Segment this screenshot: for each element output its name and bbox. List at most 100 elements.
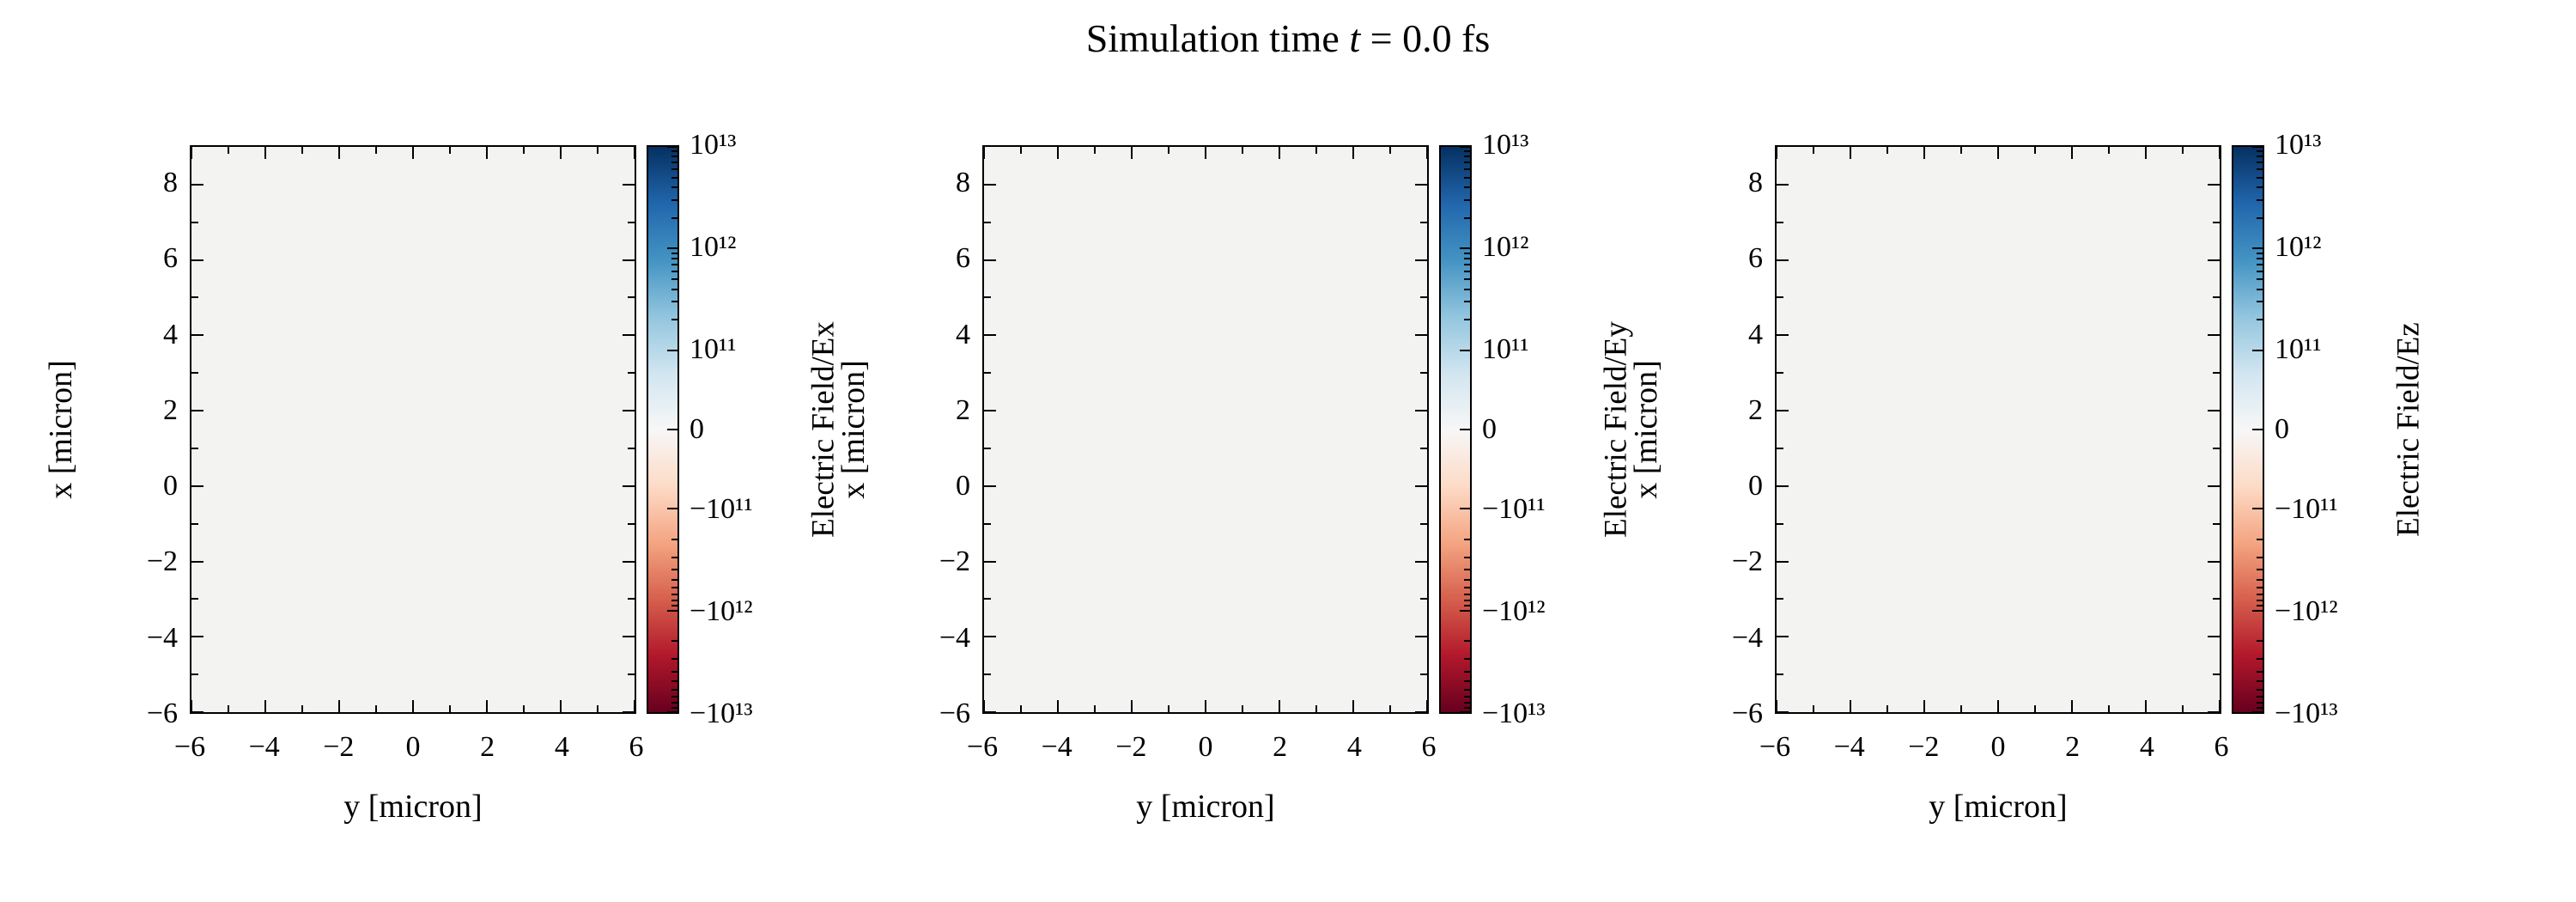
colorbar-minor-tick <box>1464 155 1470 158</box>
y-tick-label: 2 <box>1748 393 1763 426</box>
colorbar-minor-tick <box>671 538 677 540</box>
y-minor-tick <box>2213 296 2220 299</box>
x-major-tick <box>559 147 562 159</box>
colorbar-minor-tick <box>1464 270 1470 272</box>
x-minor-tick <box>1094 147 1096 154</box>
y-minor-tick <box>2213 221 2220 223</box>
y-major-tick <box>1415 636 1427 638</box>
y-tick-label: 8 <box>163 167 178 199</box>
y-tick-label: −4 <box>1731 621 1763 654</box>
x-axis-label: y [micron] <box>1929 789 2068 825</box>
x-tick-label: 2 <box>480 731 495 763</box>
x-major-tick <box>264 700 266 712</box>
x-tick-label: 2 <box>2065 731 2081 763</box>
y-minor-tick <box>1420 522 1427 525</box>
y-minor-tick <box>628 522 635 525</box>
colorbar-minor-tick <box>2257 198 2263 201</box>
colorbar-minor-tick <box>1464 278 1470 281</box>
colorbar-minor-tick <box>671 263 677 265</box>
colorbar-minor-tick <box>2257 150 2263 153</box>
y-minor-tick <box>984 372 991 375</box>
x-major-tick <box>1776 147 1777 159</box>
x-tick-label: 6 <box>1421 731 1437 763</box>
y-minor-tick <box>1777 221 1783 223</box>
y-major-tick <box>191 334 204 337</box>
y-major-tick <box>1777 485 1789 487</box>
y-axis-tick-labels: 8 6 4 2 0 −2 −4 −6 <box>87 145 178 728</box>
y-major-tick <box>623 410 635 412</box>
y-major-tick <box>1415 334 1427 337</box>
colorbar-tick-label: 10¹² <box>690 231 737 264</box>
x-tick-label: −6 <box>173 731 206 763</box>
x-major-tick <box>1130 700 1133 712</box>
y-major-tick <box>984 711 996 713</box>
y-major-tick <box>984 183 996 186</box>
y-tick-label: −4 <box>939 621 970 654</box>
y-minor-tick <box>1777 598 1783 600</box>
x-minor-tick <box>448 705 451 712</box>
colorbar-major-tick <box>1460 609 1470 612</box>
colorbar-minor-tick <box>1464 257 1470 259</box>
colorbar-minor-tick <box>2257 658 2263 661</box>
colorbar-major-tick <box>1460 349 1470 351</box>
y-major-tick <box>2208 334 2220 337</box>
y-minor-tick <box>1777 372 1783 375</box>
colorbar-major-tick <box>2252 146 2263 148</box>
y-tick-label: 0 <box>1748 470 1763 503</box>
figure-title-time-variable: t <box>1349 16 1361 60</box>
colorbar-minor-tick <box>1464 538 1470 540</box>
colorbar-minor-tick <box>1464 301 1470 303</box>
x-major-tick <box>486 700 488 712</box>
colorbar-minor-tick <box>1464 706 1470 709</box>
x-major-tick <box>1205 147 1206 159</box>
subplot-ez: x [micron] 8 6 4 2 0 −2 −4 −6 −6 −4 −2 0 2 4 6 y [mic… <box>1628 131 2427 858</box>
y-tick-label: 4 <box>1748 318 1763 350</box>
colorbar-minor-tick <box>2257 600 2263 602</box>
colorbar-minor-tick <box>671 556 677 558</box>
colorbar-major-tick <box>667 247 677 250</box>
colorbar-minor-tick <box>1464 319 1470 321</box>
colorbar-minor-tick <box>671 155 677 158</box>
colorbar-tick-label: 10¹³ <box>1482 129 1529 161</box>
colorbar-minor-tick <box>1464 216 1470 219</box>
colorbar-minor-tick <box>671 605 677 607</box>
colorbar-tick-label: 0 <box>1482 413 1497 445</box>
y-major-tick <box>2208 485 2220 487</box>
y-major-tick <box>1415 183 1427 186</box>
y-tick-label: 2 <box>163 393 178 426</box>
x-major-tick <box>337 147 340 159</box>
y-major-tick <box>1777 183 1789 186</box>
x-tick-label: −4 <box>1041 731 1072 763</box>
colorbar-minor-tick <box>1464 688 1470 691</box>
colorbar-minor-tick <box>1464 176 1470 179</box>
y-major-tick <box>2208 183 2220 186</box>
x-tick-label: −2 <box>323 731 355 763</box>
colorbar-minor-tick <box>1464 150 1470 153</box>
y-major-tick <box>191 410 204 412</box>
colorbar-major-tick <box>667 429 677 430</box>
x-minor-tick <box>227 705 229 712</box>
figure-title-suffix: = 0.0 fs <box>1360 16 1491 60</box>
y-tick-label: −2 <box>146 545 178 578</box>
y-minor-tick <box>191 598 198 600</box>
y-minor-tick <box>2213 372 2220 375</box>
x-tick-label: −4 <box>248 731 280 763</box>
colorbar-tick-label: −10¹³ <box>2275 698 2338 729</box>
colorbar-major-tick <box>667 508 677 510</box>
colorbar-minor-tick <box>2257 278 2263 281</box>
y-major-tick <box>1415 711 1427 713</box>
colorbar-ey <box>1439 145 1472 714</box>
x-minor-tick <box>1019 147 1022 154</box>
x-tick-label: 6 <box>2214 731 2229 763</box>
colorbar-minor-tick <box>1464 168 1470 171</box>
x-minor-tick <box>2182 705 2184 712</box>
y-minor-tick <box>628 673 635 676</box>
colorbar-minor-tick <box>2257 556 2263 558</box>
y-major-tick <box>191 183 204 186</box>
x-tick-label: −6 <box>966 731 999 763</box>
colorbar-minor-tick <box>671 319 677 321</box>
x-major-tick <box>634 700 635 712</box>
x-major-tick <box>2144 147 2147 159</box>
colorbar-minor-tick <box>671 216 677 219</box>
figure-title-prefix: Simulation time <box>1085 16 1350 60</box>
